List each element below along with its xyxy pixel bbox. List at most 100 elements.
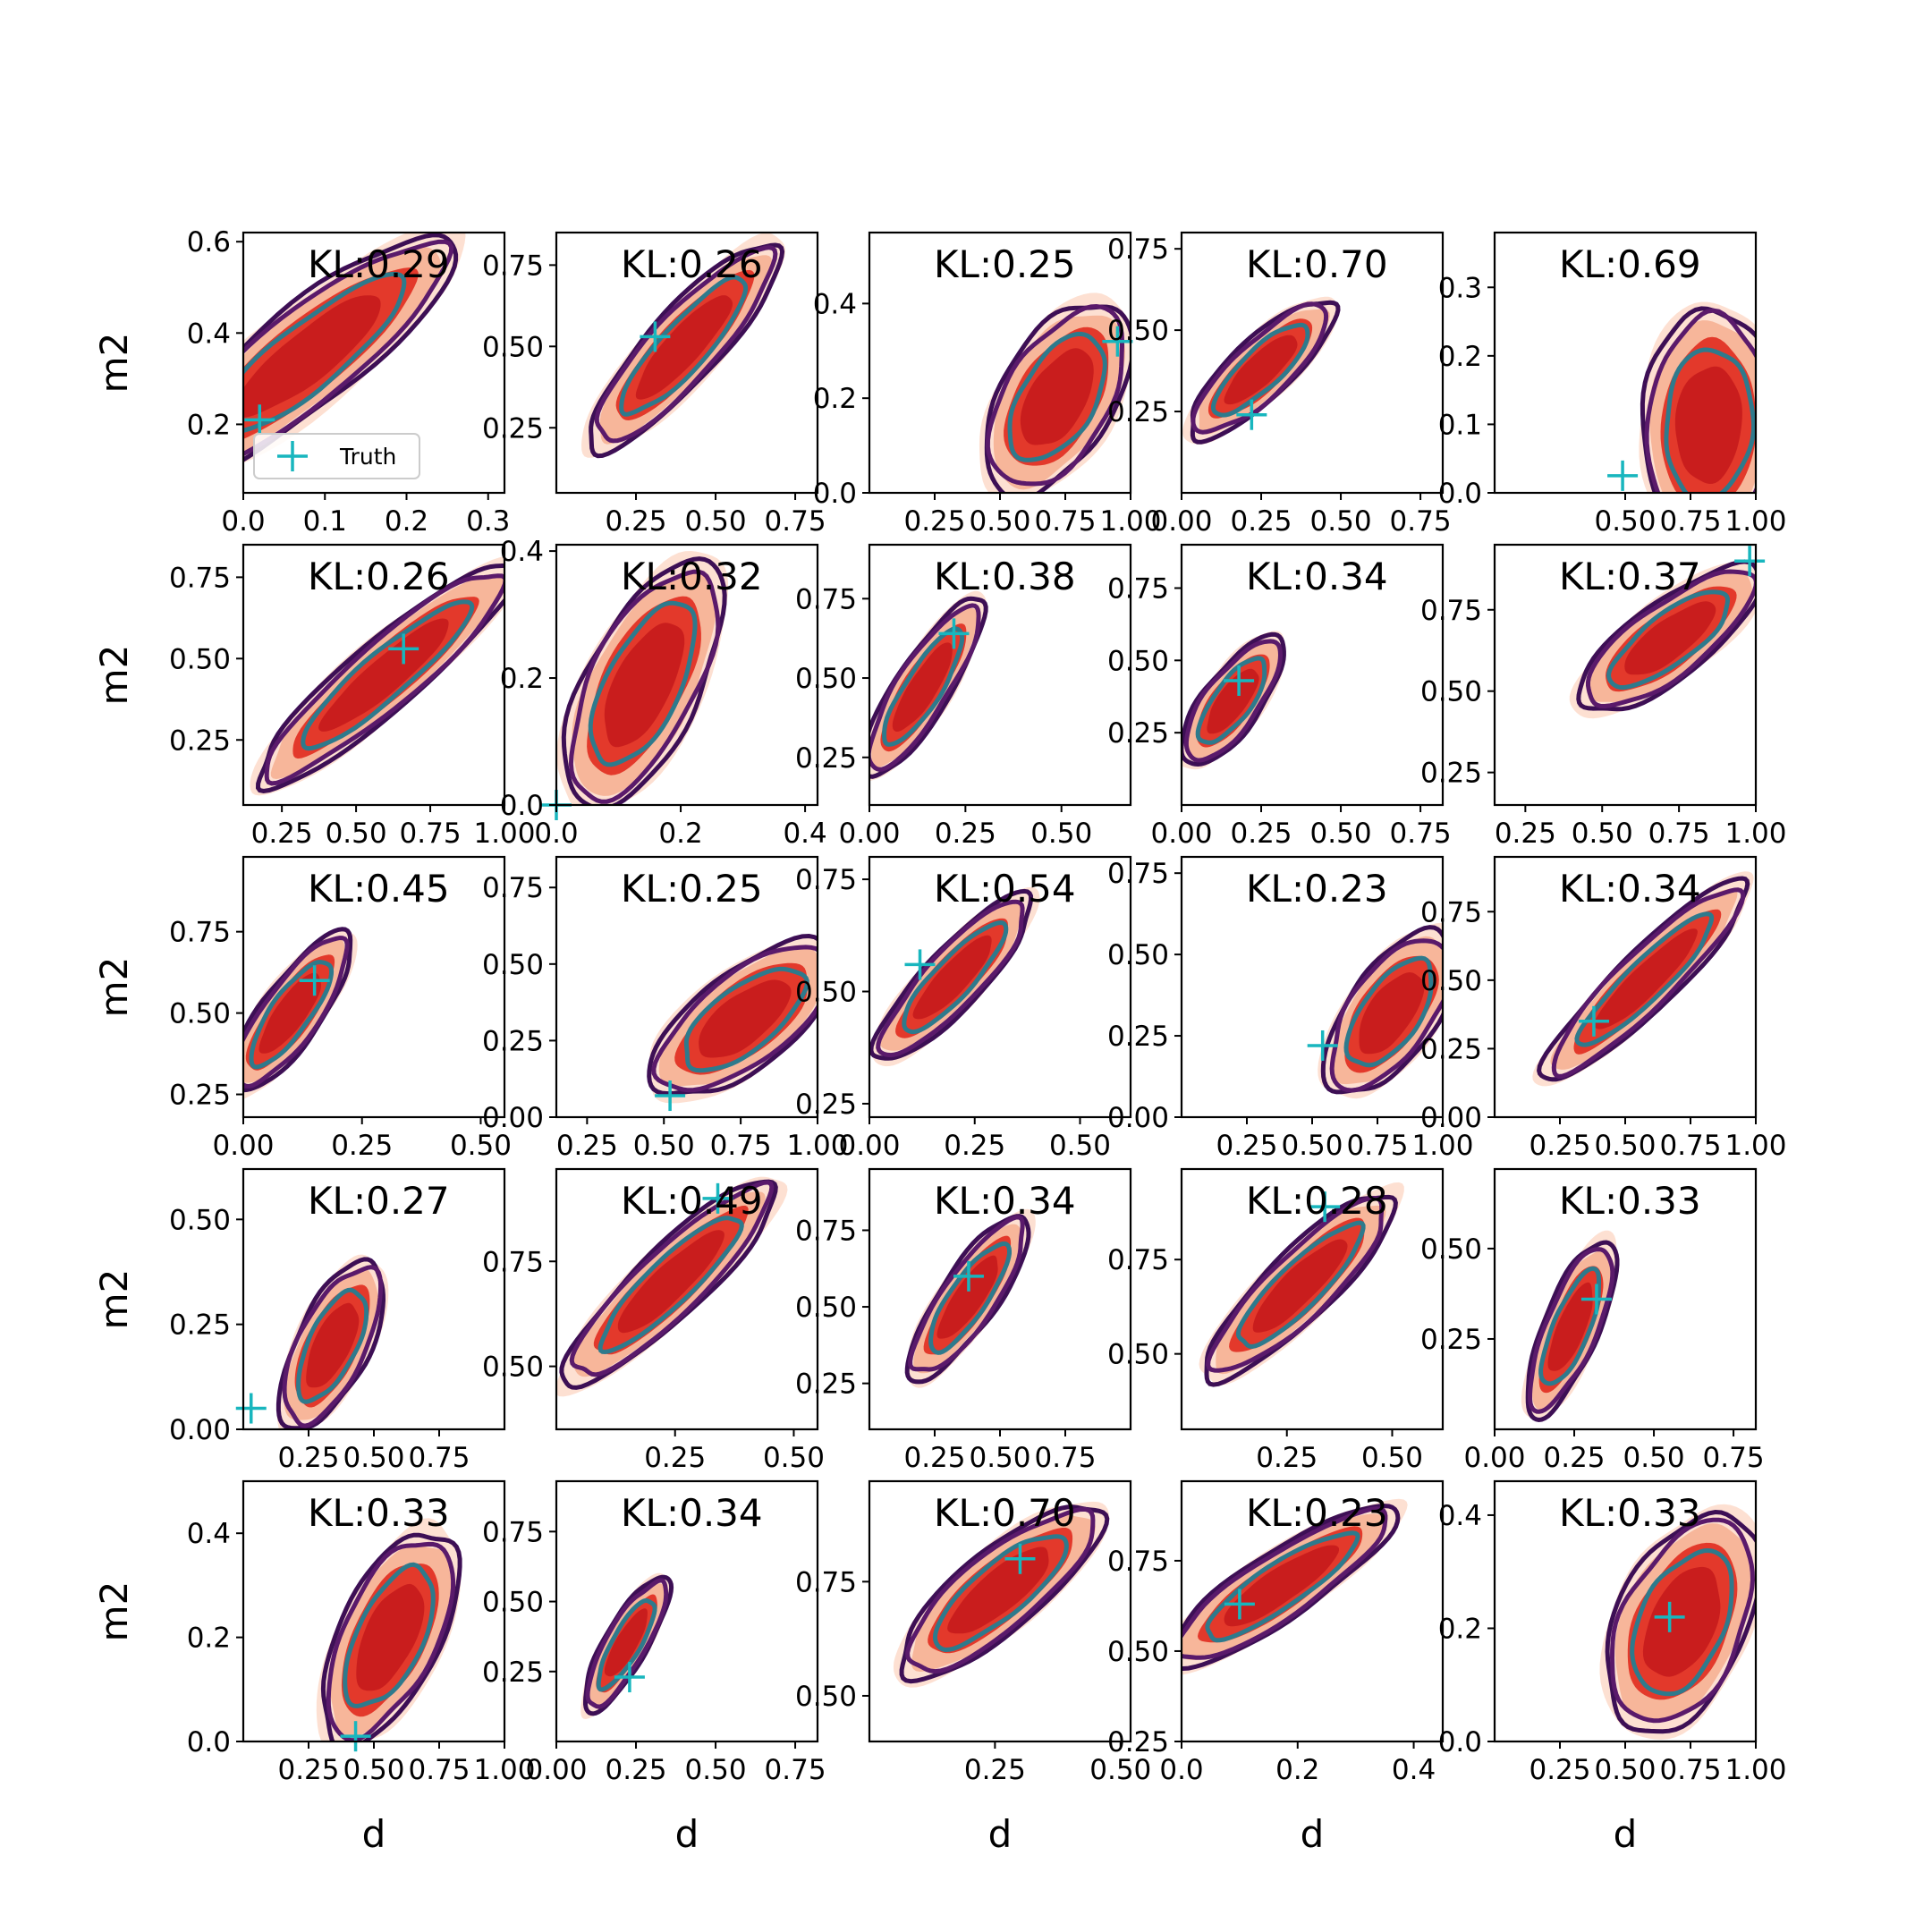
panel-r2c4: 0.00 0.25 0.50 0.75 0.25 0.50 0.75 KL:0.34 [1107, 543, 1452, 850]
contour-line-mid [1206, 1195, 1385, 1373]
x-tick-label: 0.25 [935, 818, 996, 850]
contour-line-mid [282, 1265, 384, 1428]
kl-label: KL:0.33 [1559, 1179, 1701, 1223]
y-tick-label: 0.0 [187, 1726, 231, 1758]
x-tick-label: 0.3 [466, 505, 510, 538]
x-tick-label: 0.50 [1030, 818, 1092, 850]
y-tick-label: 0.00 [1420, 1102, 1482, 1134]
y-axis-label: m2 [92, 957, 136, 1018]
contour-line-outer [899, 1504, 1110, 1684]
x-tick-label: 1.00 [1099, 505, 1161, 538]
x-tick-label: 0.75 [1390, 505, 1452, 538]
x-tick-label: 0.2 [385, 505, 428, 538]
y-tick-label: 0.25 [1420, 1033, 1482, 1065]
y-tick-label: 0.25 [795, 1368, 857, 1401]
truth-marker [614, 1662, 645, 1693]
truth-marker [340, 1721, 371, 1752]
x-tick-label: 0.75 [1390, 818, 1452, 850]
truth-marker [244, 404, 275, 436]
contour-line-inner [1235, 1220, 1366, 1350]
density-r1c1 [243, 233, 466, 463]
legend-box [253, 433, 420, 479]
x-tick-label: 0.0 [534, 818, 578, 850]
contour-line-mid [1609, 1517, 1756, 1724]
contour-line-inner [296, 1287, 369, 1404]
density-level-core [1020, 348, 1094, 445]
truth-marker [235, 1393, 267, 1424]
x-tick-label: 1.00 [473, 818, 535, 850]
kl-label: KL:0.23 [1246, 867, 1388, 911]
x-tick-label: 0.75 [765, 505, 826, 538]
y-tick-label: 0.75 [169, 917, 231, 949]
y-tick-label: 0.2 [187, 409, 231, 441]
y-tick-label: 0.00 [169, 1414, 231, 1446]
kl-label: KL:0.33 [1559, 1491, 1701, 1535]
panel-r1c5: 0.50 0.75 1.00 0.0 0.1 0.2 0.3 KL:0.69 [1438, 231, 1787, 538]
y-tick-label: 0.50 [1107, 315, 1169, 347]
x-axis-label: d [675, 1812, 699, 1856]
density-r5c2 [580, 1572, 674, 1719]
legend-label: Truth [339, 444, 396, 470]
truth-marker [904, 949, 936, 980]
axes-frame [868, 855, 1132, 1119]
contour-line-inner [243, 271, 407, 433]
density-r2c4 [1182, 631, 1286, 770]
y-tick-label: 0.2 [500, 663, 544, 695]
contour-line-inner [1343, 955, 1434, 1068]
contour-line-inner [597, 1216, 744, 1355]
contour-line-mid [869, 603, 981, 772]
x-tick-label: 0.25 [1495, 818, 1556, 850]
y-tick-label: 0.75 [1107, 858, 1169, 890]
y-tick-label: 0.75 [795, 1215, 857, 1247]
x-tick-label: 0.25 [1231, 818, 1292, 850]
y-axis-label: m2 [92, 645, 136, 706]
x-tick-label: 1.00 [473, 1754, 535, 1786]
x-tick-label: 0.25 [1544, 1442, 1606, 1474]
y-tick-label: 0.75 [1107, 573, 1169, 606]
y-tick-label: 0.50 [1420, 1233, 1482, 1266]
x-tick-label: 0.50 [343, 1442, 404, 1474]
contour-line-inner [928, 1241, 1012, 1355]
density-level-core [1224, 335, 1298, 405]
y-tick-label: 0.1 [1438, 409, 1482, 441]
y-tick-label: 0.50 [169, 643, 231, 675]
contour-line-inner [882, 626, 965, 747]
contour-line-inner [683, 966, 809, 1073]
x-axis-label: d [988, 1812, 1013, 1856]
panel-r5c2: 0.00 0.25 0.50 0.75 0.25 0.50 0.75 KL:0.34 d [482, 1479, 826, 1856]
truth-marker [1654, 1601, 1685, 1632]
kl-label: KL:0.34 [621, 1491, 763, 1535]
y-tick-label: 0.75 [795, 583, 857, 615]
kl-label: KL:0.33 [308, 1491, 450, 1535]
y-tick-label: 0.6 [187, 226, 231, 258]
x-tick-label: 0.4 [783, 818, 826, 850]
contour-line-inner [1211, 322, 1310, 418]
y-tick-label: 0.75 [795, 864, 857, 896]
kl-label: KL:0.26 [308, 555, 450, 598]
x-tick-label: 0.25 [251, 818, 313, 850]
truth-marker [1236, 399, 1267, 430]
contour-line-mid [908, 1215, 1025, 1372]
contour-line-mid [585, 1578, 669, 1709]
density-level-core [1252, 1239, 1348, 1333]
density-level-core [1594, 928, 1698, 1030]
density-r4c4 [1199, 1182, 1404, 1387]
x-tick-label: 1.00 [1724, 1130, 1786, 1162]
kl-label: KL:0.34 [1559, 867, 1701, 911]
y-tick-label: 0.25 [482, 412, 544, 445]
y-tick-label: 0.50 [1420, 965, 1482, 997]
contour-line-mid [1551, 887, 1746, 1079]
kl-label: KL:0.25 [934, 242, 1076, 286]
x-tick-label: 0.50 [1572, 818, 1633, 850]
truth-marker [953, 1260, 984, 1292]
contour-line-inner [596, 1598, 657, 1692]
kl-label: KL:0.70 [934, 1491, 1076, 1535]
y-tick-label: 0.0 [1438, 478, 1482, 510]
contour-line-outer [559, 1179, 778, 1390]
y-tick-label: 0.75 [1107, 233, 1169, 266]
kl-label: KL:0.28 [1246, 1179, 1388, 1223]
x-tick-label: 0.50 [450, 1130, 512, 1162]
x-tick-label: 0.75 [400, 818, 462, 850]
density-level-core [258, 972, 321, 1054]
